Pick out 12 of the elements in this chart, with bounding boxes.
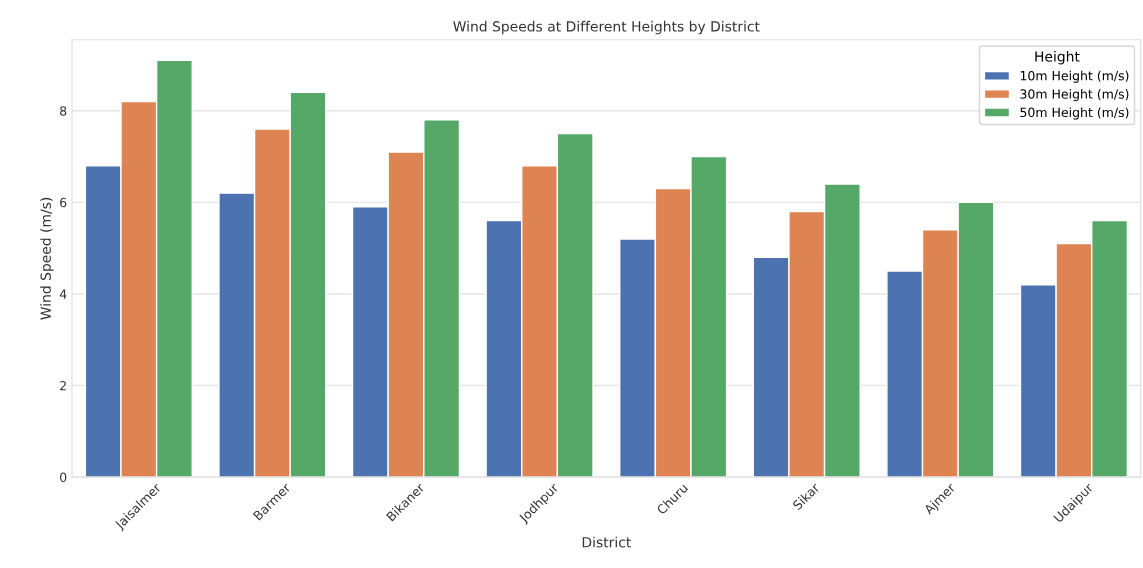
y-tick-label: 2 — [60, 381, 66, 391]
legend-label: 50m Height (m/s) — [1020, 107, 1129, 120]
y-tick-label: 6 — [60, 197, 67, 208]
y-tick-label: 8 — [60, 106, 67, 116]
y-tick-label: 4 — [59, 289, 67, 299]
x-axis-title: District — [582, 536, 631, 548]
y-axis-title: Wind Speed (m/s) — [40, 197, 54, 320]
legend-label: 10m Height (m/s) — [1020, 70, 1129, 83]
chart-title: Wind Speeds at Different Heights by District — [453, 20, 760, 35]
y-tick-label: 0 — [60, 472, 67, 483]
legend-title: Height — [1035, 51, 1080, 65]
legend-label: 30m Height (m/s) — [1020, 89, 1129, 102]
